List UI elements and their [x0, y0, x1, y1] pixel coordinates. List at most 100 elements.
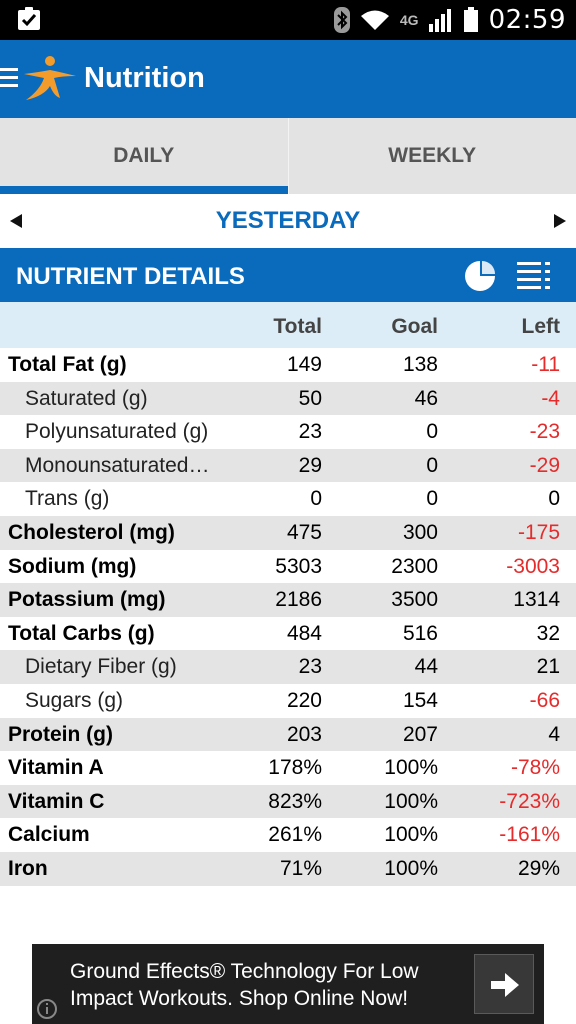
status-time: 02:59: [488, 5, 566, 35]
goal-value: 100%: [384, 823, 438, 847]
left-value: -66: [529, 688, 560, 712]
app-title: Nutrition: [84, 62, 205, 94]
total-value: 29: [298, 453, 322, 477]
previous-day-arrow-icon[interactable]: [10, 214, 22, 228]
table-row[interactable]: Calcium 261% 100% -161%: [0, 818, 576, 852]
total-value: 2186: [275, 588, 322, 612]
table-row[interactable]: Trans (g) 0 0 0: [0, 482, 576, 516]
column-header-left: Left: [521, 315, 561, 338]
goal-value: 100%: [384, 756, 438, 780]
total-value: 71%: [279, 856, 322, 880]
total-value: 5303: [275, 554, 322, 578]
date-navigation: YESTERDAY: [0, 194, 576, 248]
goal-value: 100%: [384, 856, 438, 880]
total-value: 23: [298, 420, 322, 444]
nutrient-name: Calcium: [8, 823, 90, 847]
total-value: 0: [310, 487, 322, 511]
nutrient-name: Iron: [8, 856, 48, 880]
ad-go-button[interactable]: [474, 954, 534, 1014]
app-logo-icon[interactable]: [20, 52, 78, 104]
nutrient-name: Total Fat (g): [8, 353, 127, 376]
next-day-arrow-icon[interactable]: [554, 214, 566, 228]
status-bar: 4G 02:59: [0, 0, 576, 40]
nutrient-name: Dietary Fiber (g): [25, 655, 177, 679]
total-value: 823%: [268, 789, 322, 813]
left-value: -23: [529, 420, 560, 444]
goal-value: 0: [426, 420, 438, 444]
goal-value: 3500: [391, 588, 438, 612]
goal-value: 2300: [391, 554, 438, 578]
left-value: -29: [529, 453, 560, 477]
table-row[interactable]: Polyunsaturated (g) 23 0 -23: [0, 415, 576, 449]
list-view-icon[interactable]: [517, 261, 551, 291]
table-row[interactable]: Sodium (mg) 5303 2300 -3003: [0, 550, 576, 584]
total-value: 220: [286, 688, 322, 712]
goal-value: 138: [402, 353, 438, 376]
goal-value: 300: [402, 520, 438, 544]
total-value: 484: [286, 621, 322, 645]
date-label[interactable]: YESTERDAY: [215, 207, 361, 234]
table-row[interactable]: Protein (g) 203 207 4: [0, 717, 576, 752]
nutrient-table: Total Fat (g) 149 138 -11 Saturated (g) 50 46 -…: [0, 348, 576, 886]
table-row[interactable]: Potassium (mg) 2186 3500 1314: [0, 583, 576, 617]
total-value: 475: [286, 520, 322, 544]
table-row[interactable]: Total Carbs (g) 484 516 32: [0, 617, 576, 651]
nutrient-name: Trans (g): [25, 487, 110, 511]
table-row[interactable]: Monounsaturated… 29 0 -29: [0, 448, 576, 483]
bluetooth-icon: [333, 7, 350, 33]
table-row[interactable]: Iron 71% 100% 29%: [0, 851, 576, 886]
table-row[interactable]: Dietary Fiber (g) 23 44 21: [0, 650, 576, 684]
nutrient-name: Vitamin C: [8, 789, 105, 813]
tab-weekly[interactable]: WEEKLY: [287, 118, 576, 194]
goal-value: 46: [414, 386, 438, 410]
section-title: NUTRIENT DETAILS: [16, 263, 245, 290]
table-row[interactable]: Total Fat (g) 149 138 -11: [0, 348, 576, 382]
left-value: -161%: [499, 823, 560, 847]
total-value: 178%: [268, 756, 322, 780]
period-tabs: DAILY WEEKLY: [0, 118, 576, 194]
clipboard-check-icon: [18, 7, 40, 30]
left-value: 21: [536, 655, 560, 679]
column-header-total: Total: [273, 315, 322, 338]
network-type-label: 4G: [399, 12, 419, 28]
goal-value: 100%: [384, 789, 438, 813]
arrow-right-icon: [491, 973, 519, 997]
table-row[interactable]: Vitamin A 178% 100% -78%: [0, 751, 576, 785]
hamburger-menu-icon[interactable]: [0, 68, 18, 90]
left-value: -3003: [506, 554, 560, 578]
nutrient-name: Polyunsaturated (g): [25, 420, 209, 444]
goal-value: 154: [402, 688, 438, 712]
nutrient-name: Saturated (g): [25, 386, 148, 410]
left-value: -723%: [499, 789, 560, 813]
signal-icon: [428, 9, 451, 32]
goal-value: 0: [426, 487, 438, 511]
table-row[interactable]: Saturated (g) 50 46 -4: [0, 381, 576, 416]
nutrient-name: Protein (g): [8, 722, 113, 746]
total-value: 50: [298, 386, 322, 410]
goal-value: 0: [426, 453, 438, 477]
left-value: -4: [541, 386, 560, 410]
pie-chart-icon[interactable]: [464, 260, 496, 292]
table-row[interactable]: Cholesterol (mg) 475 300 -175: [0, 515, 576, 550]
battery-icon: [463, 7, 478, 32]
goal-value: 516: [402, 621, 438, 645]
nutrient-name: Vitamin A: [8, 756, 104, 780]
total-value: 261%: [268, 823, 322, 847]
table-row[interactable]: Sugars (g) 220 154 -66: [0, 684, 576, 718]
ad-text[interactable]: Ground Effects® Technology For Low Impac…: [70, 960, 419, 1010]
left-value: 1314: [513, 588, 560, 612]
goal-value: 207: [402, 722, 438, 746]
left-value: -78%: [510, 756, 560, 780]
nutrient-name: Monounsaturated…: [25, 453, 210, 477]
total-value: 23: [298, 655, 322, 679]
table-header-row: Total Goal Left: [0, 302, 576, 348]
left-value: -175: [517, 520, 560, 544]
left-value: 4: [548, 722, 560, 746]
left-value: 0: [548, 487, 560, 511]
info-icon[interactable]: [36, 998, 58, 1020]
nutrient-name: Sodium (mg): [8, 554, 137, 578]
table-row[interactable]: Vitamin C 823% 100% -723%: [0, 784, 576, 819]
column-header-goal: Goal: [391, 315, 438, 338]
ad-banner[interactable]: Ground Effects® Technology For Low Impac…: [32, 944, 544, 1024]
tab-daily[interactable]: DAILY: [0, 118, 288, 194]
